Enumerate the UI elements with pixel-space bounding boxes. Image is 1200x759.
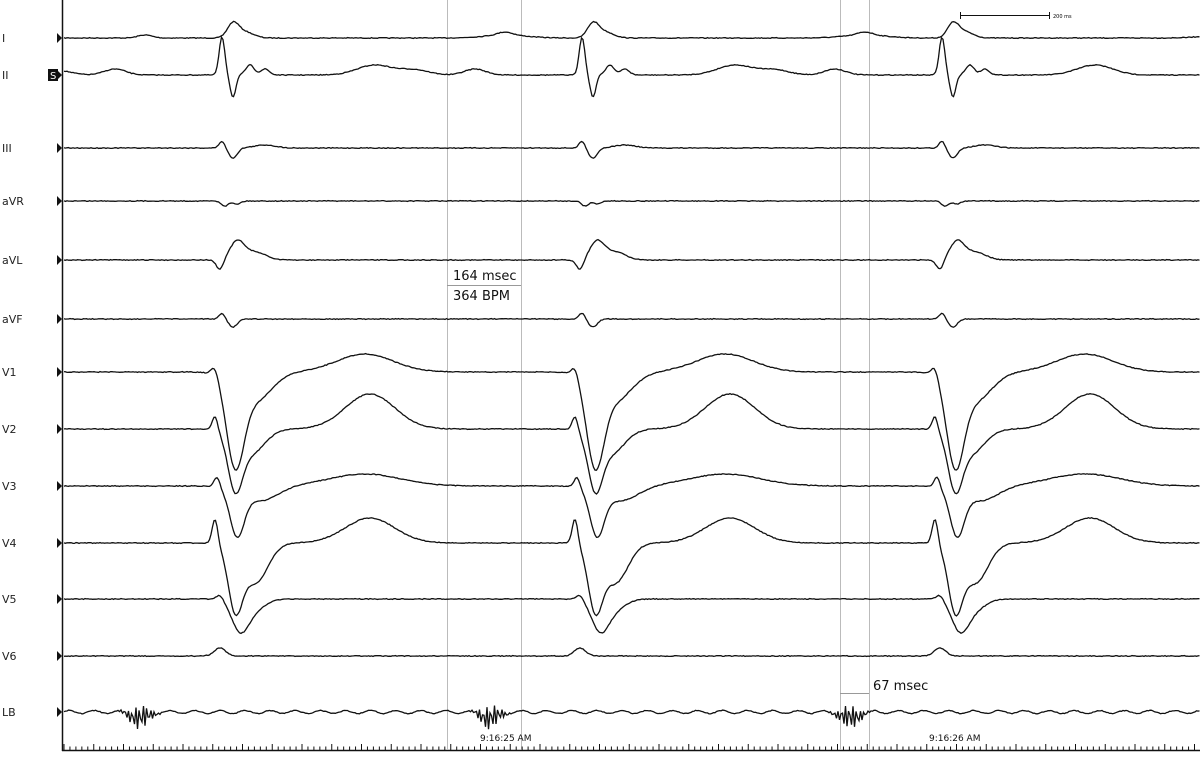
scale-label: 200 ms [1053, 14, 1072, 20]
lead-arrow [57, 33, 62, 43]
lead-label: V2 [2, 423, 17, 436]
lead-label: V4 [2, 537, 17, 550]
marker-label: S [50, 71, 56, 82]
lead-trace [63, 473, 1200, 539]
lead-arrow [57, 424, 62, 434]
lead-arrow [57, 70, 62, 80]
lead-label: II [2, 69, 9, 82]
lead-label: V6 [2, 650, 17, 663]
lead-label: V5 [2, 593, 17, 606]
lead-label: III [2, 142, 12, 155]
lead-arrow [57, 538, 62, 548]
lead-trace [63, 238, 1200, 270]
lead-trace [63, 35, 1200, 98]
marker-box: S [48, 69, 58, 82]
lead-trace [63, 312, 1200, 329]
scale-bar: 200 ms [960, 12, 1072, 20]
lead-label: V1 [2, 366, 17, 379]
interval-rate: 364 BPM [453, 289, 510, 304]
lead-arrow [57, 314, 62, 324]
lead-arrow [57, 707, 62, 717]
lead-trace [63, 140, 1200, 159]
lead-trace [63, 705, 1200, 730]
lead-arrow [57, 651, 62, 661]
lead-trace [63, 352, 1200, 471]
lead-trace [63, 647, 1200, 658]
lead-arrow [57, 594, 62, 604]
lead-trace [63, 20, 1200, 40]
interval-duration: 67 msec [873, 679, 928, 694]
lead-label: I [2, 32, 5, 45]
marker-bg [48, 69, 58, 81]
lead-label: aVR [2, 195, 24, 208]
lead-arrow [57, 196, 62, 206]
lead-arrow [57, 255, 62, 265]
lead-arrow [57, 367, 62, 377]
lead-label: V3 [2, 480, 17, 493]
timestamp: 9:16:25 AM [480, 734, 531, 744]
lead-label: aVF [2, 313, 23, 326]
time-ruler [63, 744, 1195, 750]
lead-trace [63, 199, 1200, 207]
cursors [447, 0, 870, 750]
lead-label: aVL [2, 254, 23, 267]
lead-label: LB [2, 706, 16, 719]
lead-trace [63, 392, 1200, 495]
timestamp: 9:16:26 AM [929, 734, 980, 744]
lead-trace [63, 594, 1200, 635]
interval-duration: 164 msec [453, 269, 517, 284]
lead-trace [63, 516, 1200, 617]
lead-arrow [57, 143, 62, 153]
lead-arrow [57, 481, 62, 491]
